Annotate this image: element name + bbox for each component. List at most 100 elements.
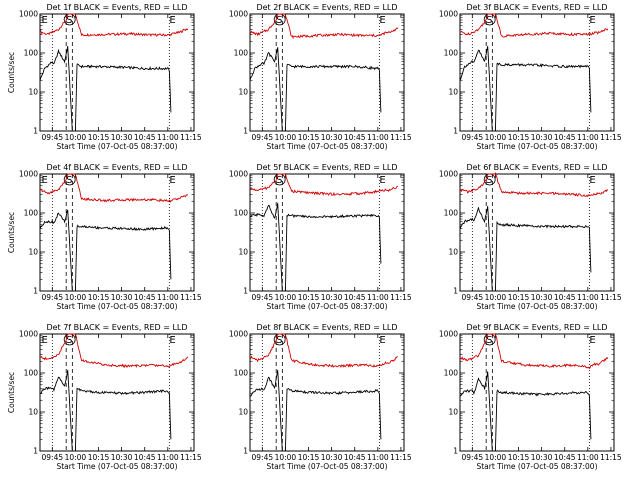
p5-events-line [249,202,382,292]
p4-plot-frame [39,173,195,292]
p2-plot-frame [249,13,405,132]
p8-xtick-label: 10:15 [298,453,320,462]
p4-marker-e: E [169,175,175,186]
p1-ytick-label: 1000 [19,10,38,19]
p8-xtick-label: 09:45 [252,453,274,462]
p2-xtick-label: 10:15 [298,133,320,142]
p8-marker-s: S [276,335,282,346]
p3-xtick-label: 09:45 [462,133,484,142]
p9-xtick-label: 11:00 [577,453,599,462]
p7-marker-e: E [42,335,48,346]
p2-marker-e: E [379,15,385,26]
p8-xtick-label: 11:15 [390,453,412,462]
p7-marker-s: S [66,335,72,346]
p9-xtick-label: 10:15 [508,453,530,462]
p3-xtick-label: 11:00 [577,133,599,142]
p5-xtick-label: 10:15 [298,293,320,302]
p5-ytick-label: 10 [238,248,248,257]
p8-xlabel: Start Time (07-Oct-05 08:37:00) [266,462,387,471]
p5-lld-line [249,173,398,196]
p1-xtick-label: 10:30 [111,133,133,142]
p9-ytick-label: 1 [453,447,458,456]
p2-ytick-label: 1000 [229,10,248,19]
p7-ytick-label: 100 [24,369,39,378]
p7-ylabel: Counts/sec [7,372,16,413]
p7-xtick-label: 10:15 [88,453,110,462]
p1-title: Det 1f BLACK = Events, RED = LLD [46,3,187,12]
p5-xtick-label: 10:30 [321,293,343,302]
p1-events-line [39,46,172,132]
p7-xtick-label: 11:00 [157,453,179,462]
p6-xtick-label: 10:15 [508,293,530,302]
p4-xlabel: Start Time (07-Oct-05 08:37:00) [56,302,177,311]
p7-xtick-label: 09:45 [42,453,64,462]
p3-plot-frame [459,13,615,132]
p4-ytick-label: 1 [33,287,38,296]
p6-xlabel: Start Time (07-Oct-05 08:37:00) [476,302,597,311]
p2-xtick-label: 10:30 [321,133,343,142]
p5-plot-frame [249,173,405,292]
p4-xtick-label: 10:00 [65,293,87,302]
p7-ytick-label: 1 [33,447,38,456]
p6-ytick-label: 1 [453,287,458,296]
p3-title: Det 3f BLACK = Events, RED = LLD [466,3,607,12]
p6-plot-frame [459,173,615,292]
p8-ytick-label: 10 [238,408,248,417]
p4-xtick-label: 10:15 [88,293,110,302]
p4-ytick-label: 100 [24,209,39,218]
p8-xtick-label: 10:45 [344,453,366,462]
p6-marker-e: E [589,175,595,186]
p8-xtick-label: 10:00 [275,453,297,462]
p5-xtick-label: 10:45 [344,293,366,302]
p7-marker-e: E [169,335,175,346]
p1-xtick-label: 10:45 [134,133,156,142]
p7-xtick-label: 10:00 [65,453,87,462]
p3-xlabel: Start Time (07-Oct-05 08:37:00) [476,142,597,151]
p7-title: Det 7f BLACK = Events, RED = LLD [46,323,187,332]
p6-ytick-label: 10 [448,248,458,257]
p4-title: Det 4f BLACK = Events, RED = LLD [46,163,187,172]
p3-xtick-label: 11:15 [600,133,622,142]
p1-ytick-label: 1 [33,127,38,136]
p3-ytick-label: 10 [448,88,458,97]
p4-lld-line [39,173,189,204]
p4-marker-e: E [42,175,48,186]
p9-title: Det 9f BLACK = Events, RED = LLD [466,323,607,332]
p3-ytick-label: 1 [453,127,458,136]
p6-marker-s: S [486,175,492,186]
p9-marker-e: E [589,335,595,346]
p5-xtick-label: 09:45 [252,293,274,302]
p1-xtick-label: 11:00 [157,133,179,142]
p4-marker-s: S [66,175,72,186]
p6-lld-line [459,172,609,198]
p9-ytick-label: 10 [448,408,458,417]
p2-xlabel: Start Time (07-Oct-05 08:37:00) [266,142,387,151]
p2-xtick-label: 09:45 [252,133,274,142]
p3-lld-line [459,13,609,38]
p3-ytick-label: 1000 [439,10,458,19]
p9-ytick-label: 1000 [439,330,458,339]
p8-lld-line [249,333,398,369]
p9-plot-frame [459,333,615,452]
p1-lld-line [39,13,189,38]
p1-ylabel: Counts/sec [7,52,16,93]
p9-marker-s: S [486,335,492,346]
p5-xtick-label: 11:15 [390,293,412,302]
p5-marker-s: S [276,175,282,186]
p4-ytick-label: 10 [28,248,38,257]
p2-xtick-label: 10:45 [344,133,366,142]
p1-marker-e: E [169,15,175,26]
p4-xtick-label: 09:45 [42,293,64,302]
p7-xtick-label: 11:15 [180,453,202,462]
p6-ytick-label: 100 [444,209,459,218]
p5-xlabel: Start Time (07-Oct-05 08:37:00) [266,302,387,311]
p6-xtick-label: 11:15 [600,293,622,302]
p5-marker-e: E [379,175,385,186]
p4-xtick-label: 11:15 [180,293,202,302]
p5-xtick-label: 10:00 [275,293,297,302]
p8-events-line [249,369,382,452]
p2-marker-s: S [276,15,282,26]
p1-ytick-label: 100 [24,49,39,58]
p6-events-line [459,206,592,292]
p1-xtick-label: 10:15 [88,133,110,142]
